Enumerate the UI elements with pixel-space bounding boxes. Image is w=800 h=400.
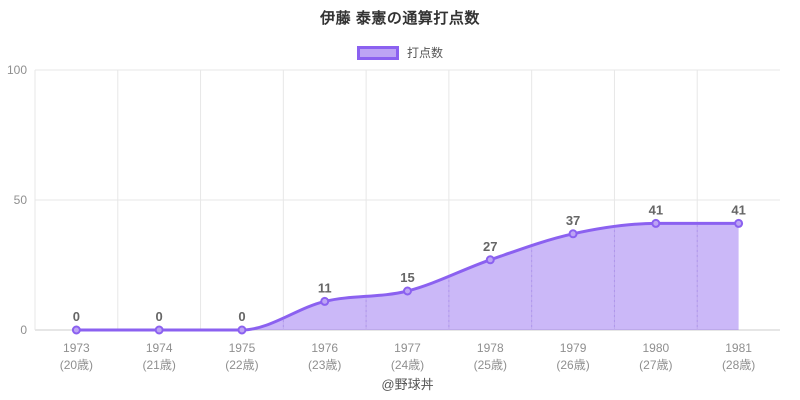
legend: 打点数 <box>0 44 800 61</box>
data-point-label: 11 <box>318 280 332 295</box>
x-tick-label-year: 1974 <box>146 341 173 355</box>
x-tick-label-year: 1981 <box>725 341 752 355</box>
x-tick-label-year: 1975 <box>229 341 256 355</box>
data-point-marker[interactable] <box>485 255 495 265</box>
x-tick-label-age: (23歳) <box>308 358 341 372</box>
data-point-marker[interactable] <box>237 325 247 335</box>
data-point-label: 41 <box>731 202 745 217</box>
x-tick-label-age: (22歳) <box>225 358 258 372</box>
x-tick-label-age: (26歳) <box>556 358 589 372</box>
data-point-marker[interactable] <box>734 218 744 228</box>
y-tick-label: 100 <box>7 63 27 77</box>
x-tick-label-year: 1977 <box>394 341 421 355</box>
x-tick-label-year: 1976 <box>311 341 338 355</box>
x-tick-label-age: (25歳) <box>474 358 507 372</box>
data-point-marker[interactable] <box>320 296 330 306</box>
x-tick-label-age: (27歳) <box>639 358 672 372</box>
data-point-marker[interactable] <box>568 229 578 239</box>
chart-title: 伊藤 泰憲の通算打点数 <box>320 10 480 27</box>
data-point-label: 41 <box>649 202 663 217</box>
y-tick-label: 0 <box>20 323 27 337</box>
area-fill <box>76 223 739 330</box>
data-point-marker[interactable] <box>154 325 164 335</box>
x-tick-label-year: 1973 <box>63 341 90 355</box>
data-point-marker[interactable] <box>651 218 661 228</box>
data-point-marker[interactable] <box>71 325 81 335</box>
x-tick-label-age: (20歳) <box>60 358 93 372</box>
x-tick-label-year: 1980 <box>642 341 669 355</box>
x-tick-label-year: 1978 <box>477 341 504 355</box>
legend-item-rbi[interactable]: 打点数 <box>356 44 443 61</box>
y-tick-label: 50 <box>14 193 28 207</box>
data-point-label: 37 <box>566 213 580 228</box>
x-tick-label-age: (24歳) <box>391 358 424 372</box>
x-tick-label-year: 1979 <box>560 341 587 355</box>
x-tick-label-age: (28歳) <box>722 358 755 372</box>
data-point-label: 15 <box>400 270 414 285</box>
data-point-label: 27 <box>483 239 497 254</box>
data-point-label: 0 <box>73 309 80 324</box>
data-point-label: 0 <box>238 309 245 324</box>
watermark: @野球丼 <box>381 377 434 392</box>
data-point-marker[interactable] <box>403 286 412 296</box>
legend-label: 打点数 <box>406 46 443 60</box>
x-tick-label-age: (21歳) <box>142 358 175 372</box>
data-point-label: 0 <box>156 309 163 324</box>
legend-swatch <box>356 45 399 60</box>
